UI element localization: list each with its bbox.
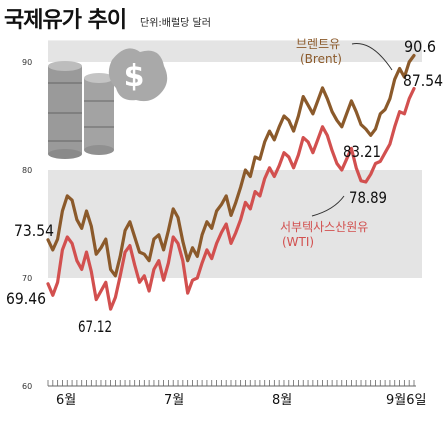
x-tick-label: 9월6일 <box>386 393 426 408</box>
y-tick-label: 60 <box>22 382 32 391</box>
grid-band-1 <box>48 40 422 62</box>
x-tick-label: 7월 <box>164 393 184 408</box>
y-tick-label: 70 <box>22 274 32 283</box>
oil-barrel-illustration: $ <box>48 48 168 159</box>
brent-sublabel: (Brent) <box>300 52 342 66</box>
brent-low-value: 83.21 <box>343 142 381 161</box>
wti-sublabel: (WTI) <box>282 235 314 249</box>
y-tick-label: 90 <box>22 58 32 67</box>
brent-end-value: 90.6 <box>404 37 436 56</box>
series-line-wti <box>46 86 416 311</box>
wti-low-value: 67.12 <box>78 317 112 336</box>
brent-label: 브렌트유 <box>296 37 340 51</box>
x-tick-label: 6월 <box>56 393 76 408</box>
x-axis: 6월 7월 8월 9월6일 <box>47 380 426 408</box>
y-axis-ticks: 60 70 80 90 <box>22 58 32 391</box>
svg-text:$: $ <box>124 59 145 94</box>
wti-dip-value: 78.89 <box>349 188 387 207</box>
wti-end-value: 87.54 <box>403 71 443 90</box>
wti-label: 서부텍사스산원유 <box>280 220 368 234</box>
chart-title: 국제유가 추이 <box>4 8 127 33</box>
wti-leader-line <box>311 195 345 217</box>
series-lines <box>46 53 416 311</box>
series-line-brent <box>46 53 416 278</box>
wti-start-value: 69.46 <box>6 289 46 308</box>
x-tick-label: 8월 <box>272 393 292 408</box>
unit-label: 단위:배럴당 달러 <box>140 18 211 29</box>
y-tick-label: 80 <box>22 166 32 175</box>
brent-start-value: 73.54 <box>14 221 54 240</box>
brent-leader-line <box>351 43 393 71</box>
